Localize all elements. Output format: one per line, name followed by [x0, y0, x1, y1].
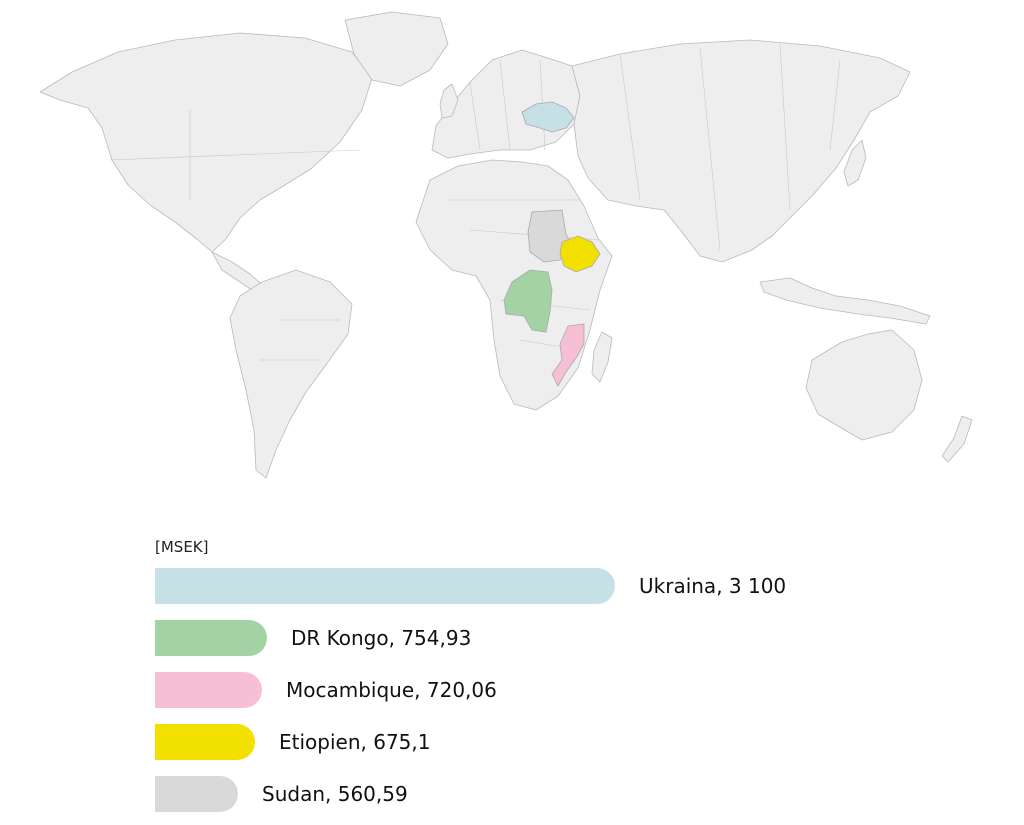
bar-label-2: Mocambique, 720,06: [286, 678, 497, 702]
bar-0: [155, 568, 615, 604]
bar-label-0: Ukraina, 3 100: [639, 574, 787, 598]
bar-1: [155, 620, 267, 656]
map-country-ukraine: [521, 101, 575, 133]
map-madagascar: [591, 331, 613, 383]
map-country-mozambique: [551, 323, 585, 387]
map-country-ethiopia: [559, 235, 601, 273]
bar-4: [155, 776, 238, 812]
map-uk: [439, 83, 459, 119]
map-south-america: [229, 269, 353, 479]
map-indonesia: [759, 277, 931, 325]
bar-row-4: Sudan, 560,59: [155, 776, 408, 812]
bar-row-1: DR Kongo, 754,93: [155, 620, 471, 656]
bar-row-2: Mocambique, 720,06: [155, 672, 497, 708]
bar-label-1: DR Kongo, 754,93: [291, 626, 472, 650]
chart-unit-label: [MSEK]: [155, 538, 209, 556]
map-north-america: [39, 32, 373, 253]
world-map: [39, 11, 973, 479]
map-asia: [571, 39, 911, 263]
bar-3: [155, 724, 255, 760]
bar-row-3: Etiopien, 675,1: [155, 724, 430, 760]
bar-row-0: Ukraina, 3 100: [155, 568, 786, 604]
bar-label-4: Sudan, 560,59: [262, 782, 408, 806]
bar-2: [155, 672, 262, 708]
map-japan: [843, 139, 867, 187]
map-australia: [805, 329, 923, 441]
map-greenland: [344, 11, 449, 87]
map-country-dr-congo: [503, 269, 553, 333]
bar-chart: Ukraina, 3 100 DR Kongo, 754,93 Mocambique…: [0, 560, 1024, 825]
map-new-zealand: [941, 415, 973, 463]
bar-label-3: Etiopien, 675,1: [279, 730, 431, 754]
